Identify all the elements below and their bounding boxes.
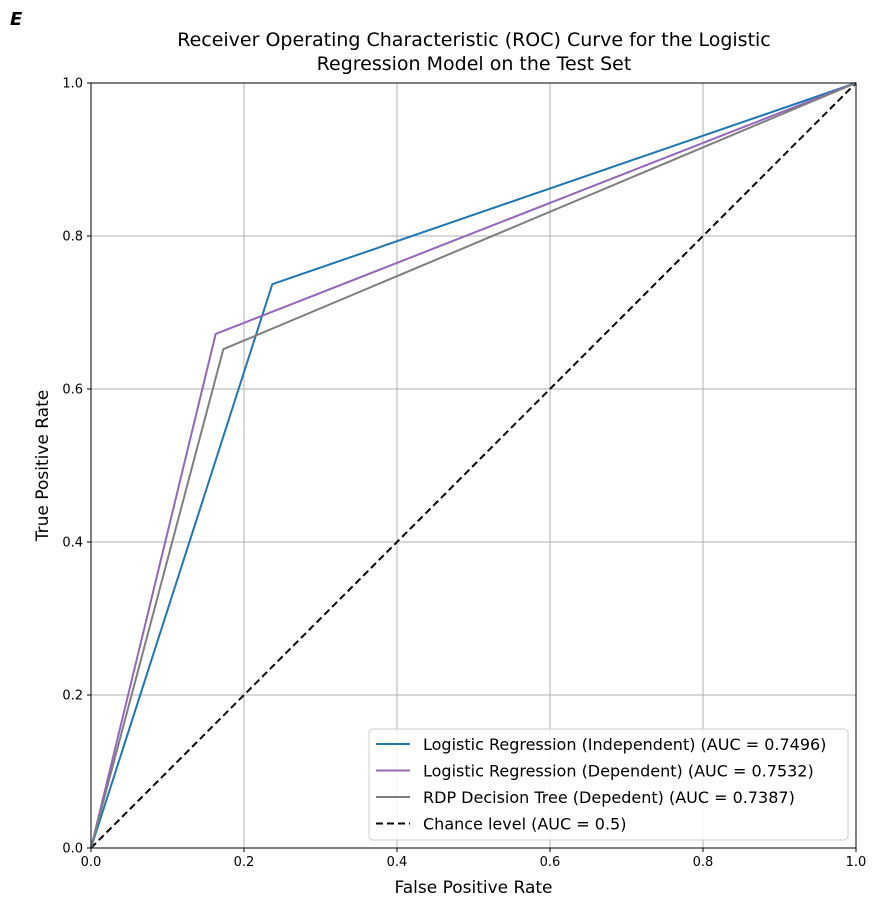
- x-tick-label: 0.2: [234, 855, 255, 870]
- y-tick-label: 0.8: [62, 230, 83, 245]
- y-tick-label: 0.2: [62, 689, 83, 704]
- x-tick-label: 0.4: [387, 855, 408, 870]
- legend: Logistic Regression (Independent) (AUC =…: [368, 728, 849, 841]
- x-tick-label: 0.8: [693, 855, 714, 870]
- series-line-0: [90, 82, 857, 849]
- panel-label: E: [10, 9, 23, 30]
- series-line-1: [90, 82, 857, 849]
- chart-title-line-2: Regression Model on the Test Set: [317, 53, 632, 75]
- legend-entry: Logistic Regression (Dependent) (AUC = 0…: [423, 762, 814, 781]
- legend-entry: RDP Decision Tree (Depedent) (AUC = 0.73…: [423, 788, 795, 807]
- y-tick-label: 0.4: [62, 536, 83, 551]
- series-line-3: [90, 82, 857, 849]
- legend-entry: Logistic Regression (Independent) (AUC =…: [423, 735, 826, 754]
- x-tick-label: 0.6: [540, 855, 561, 870]
- y-tick-label: 0.6: [62, 383, 83, 398]
- y-tick-label: 1.0: [62, 77, 83, 92]
- x-tick-label: 0.0: [81, 855, 102, 870]
- axis-ticks: 0.0 0.2 0.4 0.6 0.8 1.0 0.0 0.2 0.4 0.6 0.8 1.0: [62, 77, 866, 871]
- x-axis-label: False Positive Rate: [395, 878, 553, 898]
- chart-title-line-1: Receiver Operating Characteristic (ROC) …: [177, 29, 771, 51]
- legend-entry: Chance level (AUC = 0.5): [423, 815, 626, 834]
- y-axis-label: True Positive Rate: [33, 390, 53, 542]
- series-layer: [90, 82, 857, 849]
- x-tick-label: 1.0: [846, 855, 867, 870]
- legend-box: [368, 728, 849, 841]
- plot-frame: [90, 82, 857, 849]
- y-tick-label: 0.0: [62, 842, 83, 857]
- series-line-2: [90, 82, 857, 849]
